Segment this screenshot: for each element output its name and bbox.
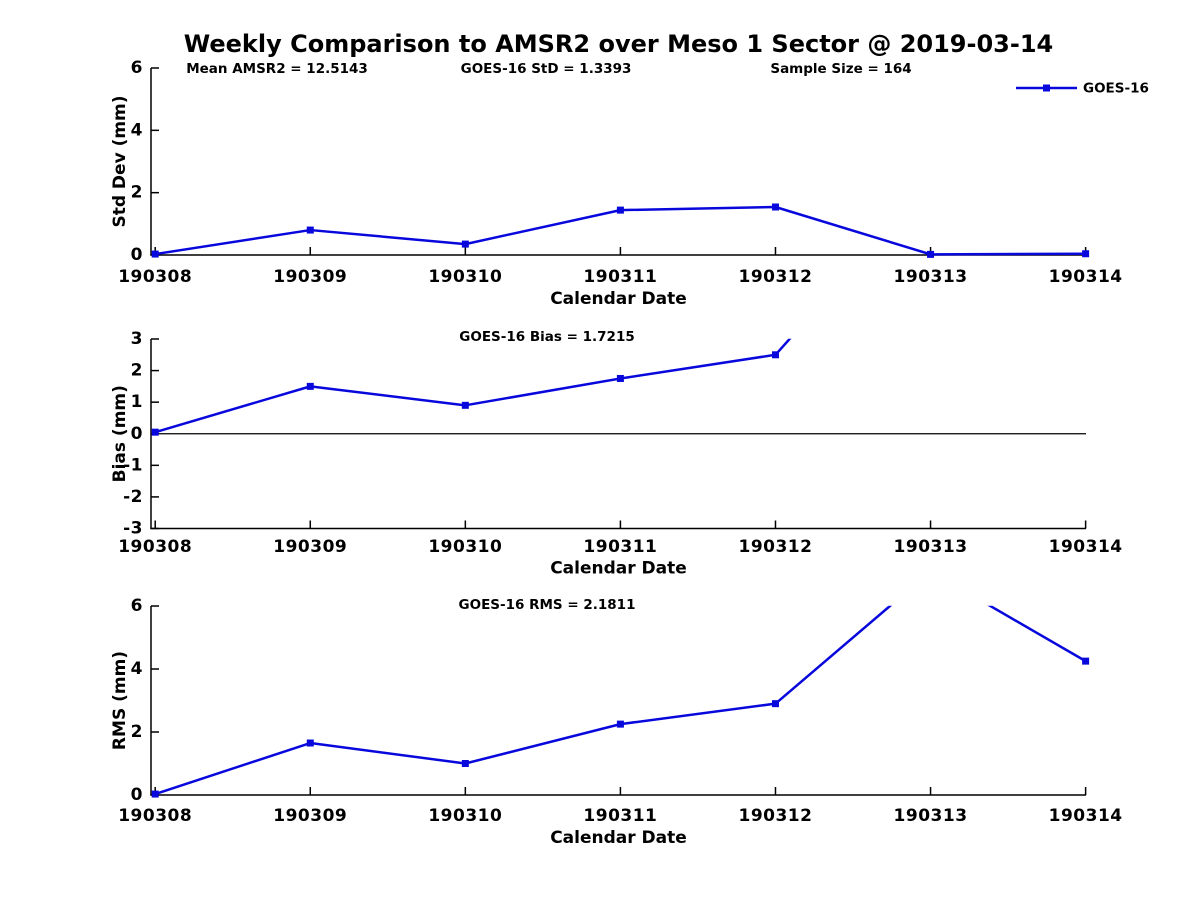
data-point-marker: [461, 401, 469, 409]
figure-title: Weekly Comparison to AMSR2 over Meso 1 S…: [183, 30, 1054, 58]
x-axis-title: Calendar Date: [550, 828, 687, 848]
data-point-marker: [1082, 657, 1090, 665]
y-tick-label: -3: [123, 519, 143, 539]
data-point-marker: [306, 739, 314, 747]
panel-std-dev: 0 2 4 6 190308 190309 190310 190311 190312 190313…: [110, 58, 1149, 309]
x-tick-label: 190313: [894, 537, 968, 557]
x-axis-title: Calendar Date: [550, 289, 687, 309]
x-tick-label: 190310: [428, 267, 502, 287]
data-point-marker: [616, 206, 624, 214]
panel-annotation: Mean AMSR2 = 12.5143: [186, 61, 368, 77]
data-point-marker: [616, 374, 624, 382]
y-axis-title: RMS (mm): [110, 651, 130, 750]
data-point-marker: [1082, 250, 1090, 258]
panel-annotation: GOES-16 RMS = 2.1811: [459, 597, 636, 613]
data-point-marker: [461, 760, 469, 767]
y-tick-label: 1: [131, 392, 143, 412]
x-tick-label: 190308: [118, 537, 192, 557]
legend-marker: [1043, 84, 1050, 92]
y-tick-label: 3: [131, 329, 143, 349]
x-tick-label: 190314: [1049, 806, 1123, 826]
y-axis-title: Bias (mm): [110, 385, 130, 482]
panel-rms: 0 2 4 6 190308 190309 190310 190311 190312 190313…: [110, 596, 1123, 848]
y-axis-title: Std Dev (mm): [110, 95, 130, 227]
x-tick-label: 190313: [894, 267, 968, 287]
x-tick-label: 190309: [273, 537, 347, 557]
x-tick-label: 190312: [738, 806, 812, 826]
data-point-marker: [151, 428, 159, 436]
data-point-marker: [306, 382, 314, 390]
x-axis-title: Calendar Date: [550, 559, 687, 579]
x-tick-label: 190314: [1049, 537, 1123, 557]
y-tick-label: 2: [131, 183, 143, 203]
data-point-marker: [771, 700, 779, 708]
y-tick-label: 0: [131, 424, 143, 444]
x-tick-label: 190311: [583, 267, 657, 287]
y-tick-label: 6: [131, 58, 143, 78]
x-tick-label: 190311: [583, 806, 657, 826]
x-tick-label: 190312: [738, 267, 812, 287]
data-point-marker: [771, 203, 779, 211]
data-point-marker: [461, 240, 469, 248]
y-tick-label: -1: [123, 455, 143, 475]
data-point-marker: [616, 720, 624, 728]
x-tick-label: 190313: [894, 806, 968, 826]
x-tick-label: 190309: [273, 806, 347, 826]
y-tick-label: 0: [131, 245, 143, 265]
data-point-marker: [771, 351, 779, 359]
x-tick-label: 190314: [1049, 267, 1123, 287]
x-tick-label: 190310: [428, 806, 502, 826]
legend: GOES-16: [1016, 81, 1149, 97]
x-tick-label: 190308: [118, 806, 192, 826]
y-tick-label: 2: [131, 361, 143, 381]
data-point-marker: [306, 226, 314, 234]
panel-annotation: GOES-16 Bias = 1.7215: [459, 329, 634, 345]
panel-annotation: GOES-16 StD = 1.3393: [461, 61, 632, 77]
x-tick-label: 190309: [273, 267, 347, 287]
x-tick-label: 190311: [583, 537, 657, 557]
data-point-marker: [151, 790, 159, 798]
legend-label: GOES-16: [1083, 81, 1149, 97]
x-tick-label: 190312: [738, 537, 812, 557]
x-tick-label: 190310: [428, 537, 502, 557]
y-tick-label: 2: [131, 722, 143, 742]
x-tick-label: 190308: [118, 267, 192, 287]
y-tick-label: -2: [123, 487, 143, 507]
y-tick-label: 0: [131, 785, 143, 805]
data-point-marker: [151, 250, 159, 258]
y-tick-label: 6: [131, 596, 143, 616]
panel-annotation: Sample Size = 164: [770, 61, 911, 77]
y-tick-label: 4: [131, 659, 143, 679]
data-point-marker: [927, 250, 935, 258]
y-tick-label: 4: [131, 120, 143, 140]
